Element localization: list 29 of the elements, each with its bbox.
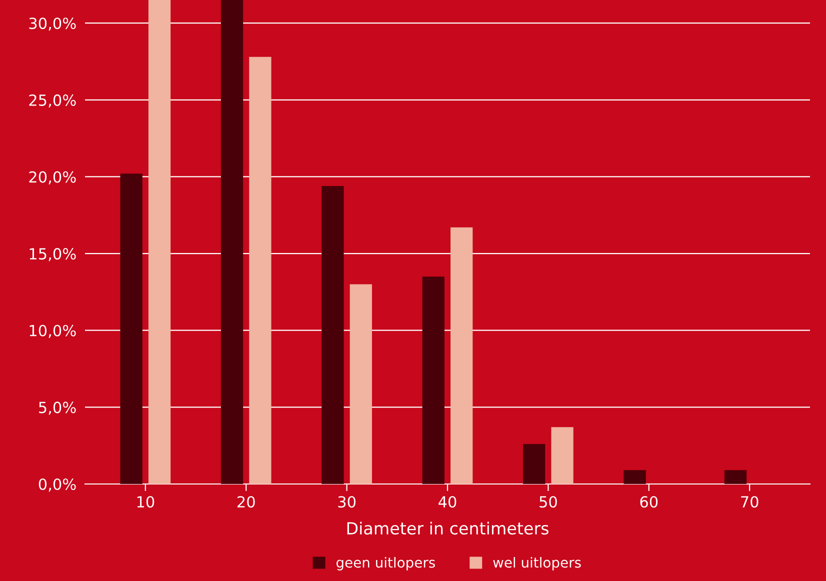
legend-label: geen uitlopers	[336, 556, 435, 570]
x-tick-label: 50	[540, 496, 557, 508]
y-tick-label: 25,0%	[29, 94, 76, 108]
bar	[724, 470, 747, 484]
bar	[422, 276, 444, 484]
legend-label: wel uitlopers	[493, 556, 581, 570]
bar	[350, 284, 372, 484]
bar	[148, 0, 171, 484]
y-tick-label: 5,0%	[39, 402, 76, 415]
bar	[624, 470, 646, 484]
bar	[249, 56, 272, 484]
bar	[322, 186, 344, 484]
x-tick-label: 60	[640, 496, 658, 508]
bar	[220, 0, 244, 484]
y-tick-label: 0,0%	[38, 478, 76, 492]
y-tick-label: 10,0%	[30, 324, 76, 338]
bar	[450, 227, 473, 484]
y-tick-label: 30,0%	[29, 18, 76, 31]
y-tick-label: 20,0%	[29, 171, 76, 184]
x-tick-label: 10	[137, 496, 154, 508]
x-axis-title: Diameter in centimeters	[347, 522, 548, 535]
y-tick-label: 15,0%	[30, 248, 76, 262]
bar	[523, 444, 546, 484]
bar	[120, 174, 142, 484]
bar	[551, 427, 574, 484]
x-tick-label: 30	[338, 496, 356, 508]
x-tick-label: 40	[438, 496, 456, 508]
x-tick-label: 20	[238, 496, 255, 508]
x-tick-label: 70	[741, 496, 758, 508]
